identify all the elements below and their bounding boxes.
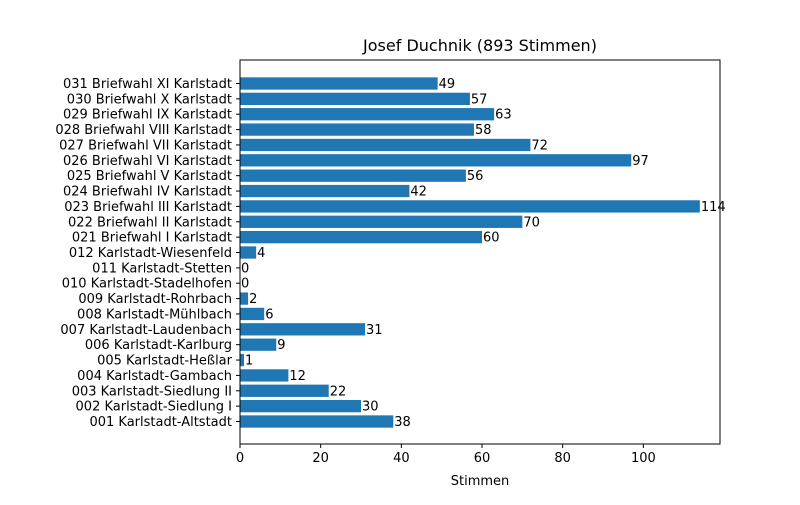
bar-value-label: 97 <box>632 154 649 169</box>
bar-value-label: 58 <box>475 123 492 138</box>
y-tick-label: 007 Karlstadt-Laudenbach <box>60 323 232 338</box>
x-tick-label: 0 <box>236 451 244 466</box>
bar <box>240 353 245 367</box>
y-tick-label: 031 Briefwahl XI Karlstadt <box>63 77 232 92</box>
bar-value-label: 0 <box>241 261 249 276</box>
x-tick-label: 100 <box>631 451 656 466</box>
bar <box>240 92 470 106</box>
y-tick-label: 004 Karlstadt-Gambach <box>77 369 232 384</box>
bar-value-label: 4 <box>257 246 265 261</box>
bar <box>240 323 366 336</box>
y-tick-label: 026 Briefwahl VI Karlstadt <box>63 154 232 169</box>
y-tick-label: 024 Briefwahl IV Karlstadt <box>63 185 232 200</box>
y-tick-label: 028 Briefwahl VIII Karlstadt <box>55 123 232 138</box>
bar-value-label: 2 <box>249 292 257 307</box>
y-tick-label: 001 Karlstadt-Altstadt <box>89 415 232 430</box>
bar-value-label: 42 <box>410 185 427 200</box>
x-axis-title: Stimmen <box>451 474 510 489</box>
bar <box>240 399 362 413</box>
y-tick-label: 009 Karlstadt-Rohrbach <box>78 292 232 307</box>
y-tick-label: 012 Karlstadt-Wiesenfeld <box>69 246 232 261</box>
bar <box>240 169 466 182</box>
bar <box>240 184 410 198</box>
bar-value-label: 114 <box>701 200 726 215</box>
y-tick-label: 029 Briefwahl IX Karlstadt <box>63 108 232 123</box>
bar-value-label: 9 <box>277 338 285 353</box>
y-tick-label: 003 Karlstadt-Siedlung II <box>72 384 232 399</box>
bar-value-label: 72 <box>531 138 548 153</box>
bar <box>240 108 495 121</box>
bar <box>240 292 249 305</box>
y-tick-label: 008 Karlstadt-Mühlbach <box>77 307 232 322</box>
bar-value-label: 1 <box>245 354 253 369</box>
bar <box>240 154 632 167</box>
bar-value-label: 30 <box>362 400 379 415</box>
y-tick-label: 025 Briefwahl V Karlstadt <box>67 169 232 184</box>
plot-frame <box>239 59 721 445</box>
bar <box>240 123 474 136</box>
bar-value-label: 57 <box>471 92 488 107</box>
bar-value-label: 49 <box>439 77 456 92</box>
y-tick-label: 005 Karlstadt-Heßlar <box>97 354 233 369</box>
bar <box>240 246 257 259</box>
bar-value-label: 56 <box>467 169 484 184</box>
bar <box>240 338 277 351</box>
y-tick-label: 021 Briefwahl I Karlstadt <box>72 231 232 246</box>
bar <box>240 369 289 382</box>
chart-title: Josef Duchnik (893 Stimmen) <box>362 36 597 55</box>
x-tick-label: 20 <box>312 451 329 466</box>
bar-value-label: 63 <box>495 108 512 123</box>
bar <box>240 138 531 152</box>
x-tick-label: 80 <box>554 451 571 466</box>
bar <box>240 384 329 397</box>
bar <box>240 415 394 428</box>
bar <box>240 230 483 244</box>
y-tick-label: 006 Karlstadt-Karlburg <box>85 338 232 353</box>
bar <box>240 307 265 321</box>
x-tick-label: 60 <box>474 451 491 466</box>
y-tick-label: 027 Briefwahl VII Karlstadt <box>59 138 232 153</box>
y-tick-label: 022 Briefwahl II Karlstadt <box>68 215 232 230</box>
bar <box>240 215 523 228</box>
bar-value-label: 60 <box>483 231 500 246</box>
y-tick-label: 023 Briefwahl III Karlstadt <box>64 200 232 215</box>
bar-value-label: 6 <box>265 307 273 322</box>
x-tick-label: 40 <box>393 451 410 466</box>
bar-value-label: 12 <box>289 369 306 384</box>
bar-value-label: 38 <box>394 415 411 430</box>
y-tick-label: 002 Karlstadt-Siedlung I <box>76 400 232 415</box>
bar <box>240 77 438 90</box>
y-tick-label: 011 Karlstadt-Stetten <box>92 261 232 276</box>
bar <box>240 200 700 213</box>
bar-value-label: 0 <box>241 277 249 292</box>
bar-value-label: 70 <box>523 215 540 230</box>
bar-value-label: 22 <box>330 384 347 399</box>
bar-value-label: 31 <box>366 323 383 338</box>
bars-layer <box>240 77 700 428</box>
y-tick-label: 010 Karlstadt-Stadelhofen <box>62 277 232 292</box>
x-axis-ticks: 0 20 40 60 80 100 <box>236 444 656 466</box>
y-tick-label: 030 Briefwahl X Karlstadt <box>67 92 232 107</box>
